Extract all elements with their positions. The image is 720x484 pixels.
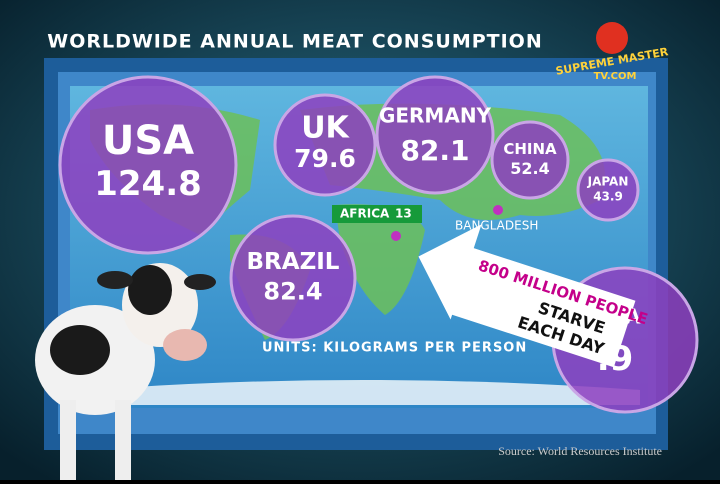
bubble — [58, 75, 238, 255]
bangladesh-label: BANGLADESH — [455, 219, 538, 233]
bubble — [490, 120, 570, 200]
bubble-label: GERMANY — [379, 103, 492, 127]
bubble-value: 82.4 — [263, 277, 322, 305]
bubble — [576, 158, 640, 222]
arrow-shape — [418, 224, 636, 368]
cow — [35, 263, 216, 480]
logo-icon — [596, 22, 628, 54]
bubble-label: USA — [102, 118, 194, 164]
units: UNITS: KILOGRAMS PER PERSON — [262, 341, 527, 356]
bubble-value: 43.9 — [593, 190, 623, 204]
bubble-label: CHINA — [503, 140, 557, 158]
africa-label: AFRICA — [340, 207, 390, 221]
bubble-label: BRAZIL — [247, 249, 340, 275]
africa-value: 13 — [395, 207, 412, 221]
bubble-value: 52.4 — [510, 159, 549, 178]
bubble-label: UK — [301, 110, 350, 145]
bubble — [375, 75, 495, 195]
logo-text: TV.COM — [594, 71, 637, 82]
bubble — [229, 214, 357, 342]
source: Source: World Resources Institute — [498, 444, 662, 458]
bubble-value: 79.6 — [294, 144, 356, 173]
africa-tag — [332, 205, 422, 223]
dot — [493, 205, 503, 215]
dot — [391, 231, 401, 241]
bubble — [273, 93, 377, 197]
bubble-value: 82.1 — [400, 134, 469, 167]
bubble-label: JAPAN — [587, 175, 629, 189]
title: WORLDWIDE ANNUAL MEAT CONSUMPTION — [47, 31, 543, 53]
bubble-value: 124.8 — [94, 164, 202, 204]
